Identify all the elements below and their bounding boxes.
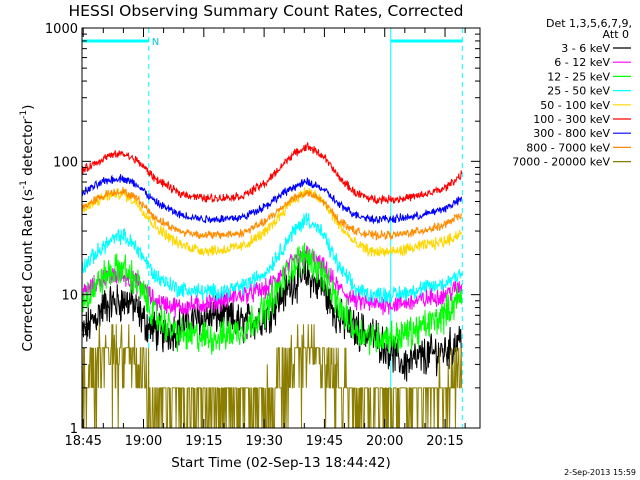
y-tick-label: 1000 bbox=[45, 22, 78, 37]
legend-entry-label: 50 - 100 keV bbox=[540, 99, 610, 112]
x-tick-label: 18:45 bbox=[64, 434, 101, 449]
y-axis-label-main: Corrected Count Rate (s bbox=[20, 189, 36, 351]
legend-entry-label: 100 - 300 keV bbox=[533, 113, 610, 126]
x-tick-label: 19:45 bbox=[306, 434, 343, 449]
legend-entry-label: 3 - 6 keV bbox=[561, 42, 610, 55]
y-axis-label-exponent-2: -1 bbox=[19, 110, 29, 119]
x-tick-label: 19:30 bbox=[245, 434, 282, 449]
series-line bbox=[82, 174, 463, 225]
legend-attenuator-header: Att 0 bbox=[603, 28, 629, 41]
y-axis-label-middle: detector bbox=[20, 118, 36, 180]
footer-date: 2-Sep-2013 15:59 bbox=[564, 468, 636, 477]
legend-entry-label: 25 - 50 keV bbox=[547, 85, 610, 98]
y-tick-label: 10 bbox=[61, 289, 78, 304]
series-line bbox=[82, 187, 463, 241]
y-axis-label: Corrected Count Rate (s-1 detector-1) bbox=[19, 105, 36, 352]
x-tick-label: 20:15 bbox=[426, 434, 463, 449]
x-axis-label: Start Time (02-Sep-13 18:44:42) bbox=[171, 455, 391, 471]
y-axis-label-end: ) bbox=[20, 105, 36, 110]
series-line bbox=[82, 212, 463, 304]
night-label: N bbox=[152, 37, 159, 48]
series-line bbox=[82, 324, 463, 428]
legend-detector-header: Det 1,3,5,6,7,9, bbox=[546, 17, 632, 30]
legend-entry-label: 12 - 25 keV bbox=[547, 70, 610, 83]
chart-title: HESSI Observing Summary Count Rates, Cor… bbox=[69, 2, 464, 20]
series-line bbox=[82, 142, 463, 205]
x-tick-label: 19:15 bbox=[185, 434, 222, 449]
x-tick-label: 19:00 bbox=[125, 434, 162, 449]
series-line bbox=[82, 187, 463, 257]
x-tick-label: 20:00 bbox=[366, 434, 403, 449]
plot-frame bbox=[81, 27, 481, 429]
y-axis-label-exponent-1: -1 bbox=[19, 180, 29, 189]
y-tick-label: 100 bbox=[53, 155, 78, 170]
legend-entry-label: 7000 - 20000 keV bbox=[512, 156, 610, 169]
legend-entry-label: 6 - 12 keV bbox=[554, 56, 610, 69]
axes: 18:45 19:00 19:15 19:30 19:45 20:00 20:15 1 10 10… bbox=[45, 22, 480, 449]
legend-entry-label: 300 - 800 keV bbox=[533, 127, 610, 140]
series-line bbox=[82, 242, 463, 356]
legend-entry-label: 800 - 7000 keV bbox=[526, 141, 610, 154]
y-tick-label: 1 bbox=[70, 422, 78, 437]
